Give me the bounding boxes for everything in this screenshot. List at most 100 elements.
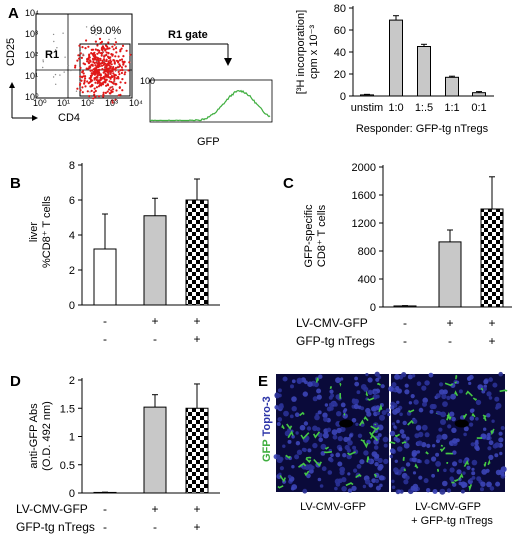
y-tick-label: 1200: [352, 218, 376, 230]
nucleus: [339, 466, 346, 473]
flow-y-tick: 10³: [25, 29, 38, 39]
flow-dot: [56, 47, 58, 49]
nucleus: [452, 450, 457, 455]
bar: [472, 92, 486, 97]
gfp-cell: [480, 387, 484, 391]
flow-y-tick: 10⁴: [25, 8, 39, 18]
nucleus: [460, 489, 465, 494]
flow-dot: [100, 82, 103, 85]
nucleus: [317, 410, 322, 415]
gfp-cell: [408, 409, 415, 413]
nucleus: [290, 384, 294, 389]
nucleus: [471, 467, 475, 471]
nucleus: [463, 426, 469, 432]
flow-dot: [87, 58, 90, 61]
flow-dot: [124, 65, 127, 68]
nucleus: [276, 422, 281, 426]
flow-dot: [100, 54, 103, 57]
histogram-y-tick: 100: [140, 76, 155, 86]
flow-dot: [119, 64, 122, 67]
nucleus: [299, 424, 306, 431]
caption-right-line1: LV-CMV-GFP: [415, 501, 481, 513]
nucleus: [360, 384, 367, 390]
nucleus: [498, 437, 504, 443]
flow-dot: [111, 53, 114, 56]
y-tick-label: 1.5: [60, 403, 75, 415]
nucleus: [329, 406, 334, 411]
flow-dot: [80, 56, 83, 60]
y-axis-label: anti-GFP Abs: [28, 403, 40, 469]
gfp-cell: [315, 377, 319, 383]
flow-dot: [91, 52, 94, 56]
flow-dot: [97, 57, 100, 60]
nucleus: [481, 469, 488, 475]
nucleus: [408, 401, 413, 405]
y-axis-label: [³H incorporation]: [295, 10, 307, 94]
nucleus: [316, 394, 322, 400]
nucleus: [373, 445, 379, 450]
nucleus: [332, 434, 338, 440]
nucleus: [432, 489, 438, 494]
nucleus: [403, 442, 410, 449]
nucleus: [340, 377, 344, 381]
gfp-cell: [454, 381, 457, 384]
nucleus: [336, 427, 342, 434]
nucleus: [475, 417, 479, 421]
flow-dot: [54, 73, 57, 76]
gfp-cell: [370, 425, 380, 431]
flow-dot: [87, 45, 90, 48]
panel-b-letter: B: [10, 175, 21, 192]
flow-dot: [75, 90, 78, 92]
flow-dot: [99, 59, 102, 62]
nucleus: [403, 479, 409, 485]
flow-dot: [70, 69, 72, 72]
nucleus: [394, 374, 400, 380]
nucleus: [363, 450, 369, 456]
x-tick-label: unstim: [351, 102, 383, 114]
flow-dot: [89, 69, 92, 72]
nucleus: [378, 475, 385, 481]
flow-dot: [55, 83, 57, 86]
flow-dot: [114, 70, 117, 72]
flow-dot: [102, 54, 105, 56]
nucleus: [455, 380, 460, 384]
nucleus: [404, 389, 410, 395]
flow-dot: [88, 54, 91, 58]
flow-dot: [93, 51, 96, 54]
flow-dot: [91, 79, 94, 82]
nucleus: [317, 432, 323, 438]
condition-mark: +: [488, 316, 495, 330]
flow-dot: [115, 46, 118, 48]
bar: [185, 407, 209, 494]
condition-label: LV-CMV-GFP: [296, 316, 368, 330]
nucleus: [302, 391, 308, 397]
nucleus: [373, 390, 378, 395]
gfp-cell: [490, 428, 495, 436]
nucleus: [495, 481, 501, 487]
nucleus: [391, 382, 397, 388]
nucleus: [494, 396, 500, 402]
gfp-cell: [286, 423, 293, 430]
flow-dot: [89, 74, 92, 77]
nucleus: [277, 388, 282, 393]
gfp-cell: [472, 397, 478, 401]
flow-dot: [94, 48, 97, 51]
bar: [445, 76, 459, 97]
nucleus: [486, 481, 492, 488]
nucleus: [337, 478, 343, 484]
nucleus: [296, 449, 303, 455]
flow-dot: [104, 44, 108, 47]
flow-dot: [107, 88, 111, 91]
flow-dot: [96, 44, 99, 47]
flow-dot: [108, 47, 111, 50]
nucleus: [499, 451, 503, 456]
nucleus: [397, 446, 403, 452]
bar: [438, 241, 462, 308]
flow-dot: [87, 56, 90, 60]
gfp-cell: [444, 382, 453, 387]
nucleus: [495, 469, 502, 476]
nucleus: [371, 451, 378, 457]
flow-dot: [105, 78, 108, 81]
flow-dot: [84, 85, 87, 88]
nucleus: [443, 468, 447, 473]
